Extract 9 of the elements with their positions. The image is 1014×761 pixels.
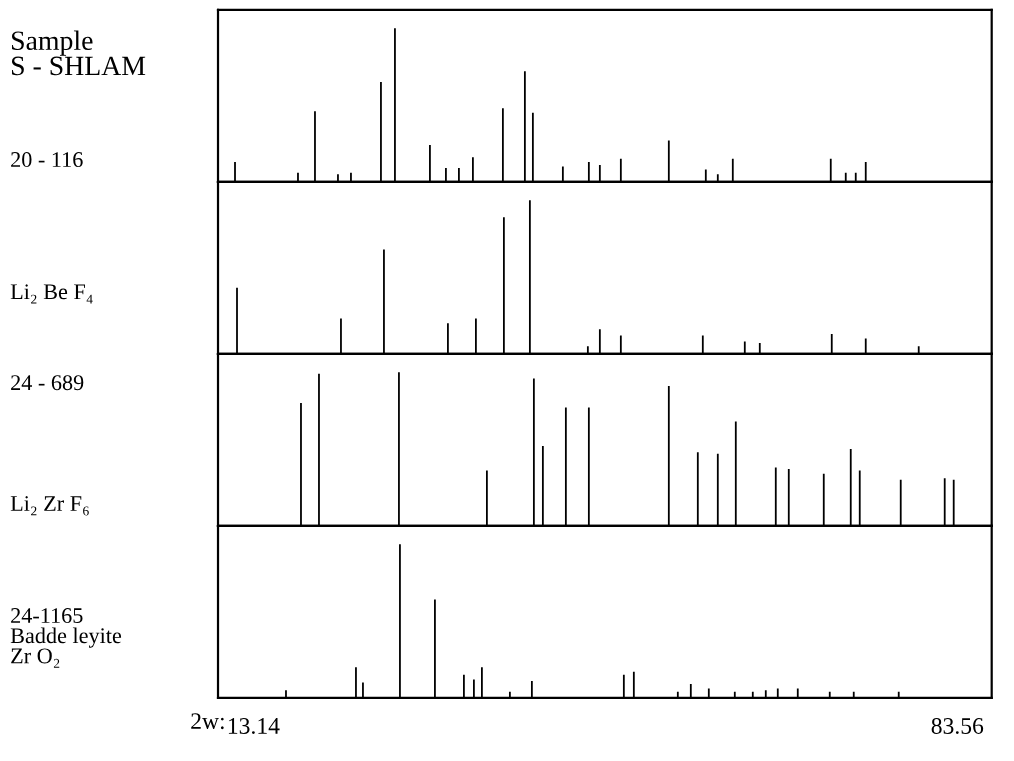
text: 24 - 689 — [11, 375, 84, 391]
text: 20 - 116 — [11, 152, 83, 168]
text: Li₂ Be F₄ — [10, 284, 93, 304]
text: Li₂ Zr F₆ — [10, 496, 89, 516]
x-tick-label: 13.14 — [228, 718, 280, 734]
text: 24-1165 Badde leyite Zr O₂ — [10, 608, 122, 668]
text: Sample S - SHLAM — [12, 30, 146, 76]
x-tick-label: 83.56 — [931, 717, 984, 734]
x-axis-title: 2w: — [191, 713, 224, 730]
